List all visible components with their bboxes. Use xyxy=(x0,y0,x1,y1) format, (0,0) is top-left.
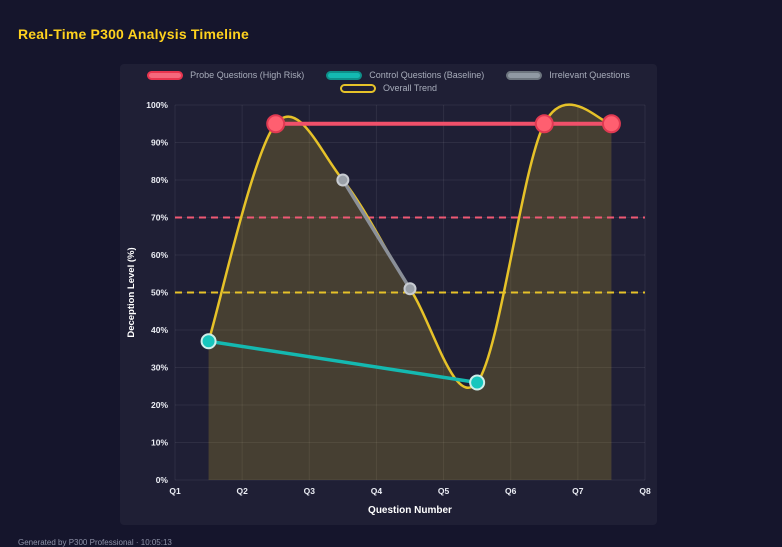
legend-row: Probe Questions (High Risk) Control Quest… xyxy=(147,70,630,80)
x-axis-title: Question Number xyxy=(368,505,452,516)
legend-swatch-icon xyxy=(326,70,363,80)
chart-panel: Probe Questions (High Risk) Control Quest… xyxy=(120,64,657,525)
y-tick-label: 0% xyxy=(156,475,169,485)
legend-item[interactable]: Probe Questions (High Risk) xyxy=(147,70,304,80)
y-tick-label: 20% xyxy=(151,400,168,410)
legend-swatch-icon xyxy=(147,70,184,80)
y-tick-label: 30% xyxy=(151,363,168,373)
footer-note: Generated by P300 Professional · 10:05:1… xyxy=(18,538,172,547)
timeline-chart[interactable]: 0% 10% 20% 30% 40% 50% 60% 70% 80% 90% 100% Q1 Q2 Q3 Q… xyxy=(120,64,657,525)
x-tick-label: Q2 xyxy=(236,486,248,496)
x-tick-label: Q1 xyxy=(169,486,181,496)
y-tick-label: 40% xyxy=(151,325,168,335)
y-tick-label: 70% xyxy=(151,213,168,223)
legend-label: Control Questions (Baseline) xyxy=(369,70,485,80)
y-tick-label: 80% xyxy=(151,175,168,185)
data-point[interactable] xyxy=(336,173,350,187)
y-axis-title: Deception Level (%) xyxy=(126,247,137,337)
legend-swatch-icon xyxy=(339,83,376,93)
x-tick-label: Q7 xyxy=(572,486,584,496)
data-point[interactable] xyxy=(403,282,417,296)
legend-label: Overall Trend xyxy=(382,83,438,93)
x-tick-label: Q3 xyxy=(304,486,316,496)
y-tick-label: 50% xyxy=(151,288,168,298)
x-tick-label: Q5 xyxy=(438,486,450,496)
data-point[interactable] xyxy=(601,114,621,134)
data-point[interactable] xyxy=(469,374,486,391)
data-point[interactable] xyxy=(534,114,554,134)
x-tick-label: Q4 xyxy=(371,486,383,496)
legend-row: Overall Trend xyxy=(339,83,438,93)
x-tick-label: Q8 xyxy=(639,486,651,496)
series-line xyxy=(206,339,479,385)
legend-label: Probe Questions (High Risk) xyxy=(190,70,305,80)
legend-item[interactable]: Irrelevant Questions xyxy=(506,70,630,80)
legend-item[interactable]: Control Questions (Baseline) xyxy=(326,70,484,80)
legend-item[interactable]: Overall Trend xyxy=(339,83,438,93)
legend-swatch-icon xyxy=(506,70,543,80)
series-line xyxy=(341,178,412,291)
legend-label: Irrelevant Questions xyxy=(549,70,630,80)
chart-legend: Probe Questions (High Risk) Control Quest… xyxy=(120,70,657,93)
y-tick-label: 100% xyxy=(146,100,168,110)
data-point[interactable] xyxy=(200,333,217,350)
y-tick-label: 90% xyxy=(151,138,168,148)
y-tick-label: 10% xyxy=(151,438,168,448)
y-tick-label: 60% xyxy=(151,250,168,260)
page-title: Real-Time P300 Analysis Timeline xyxy=(18,26,250,42)
data-point[interactable] xyxy=(266,114,286,134)
x-tick-label: Q6 xyxy=(505,486,517,496)
